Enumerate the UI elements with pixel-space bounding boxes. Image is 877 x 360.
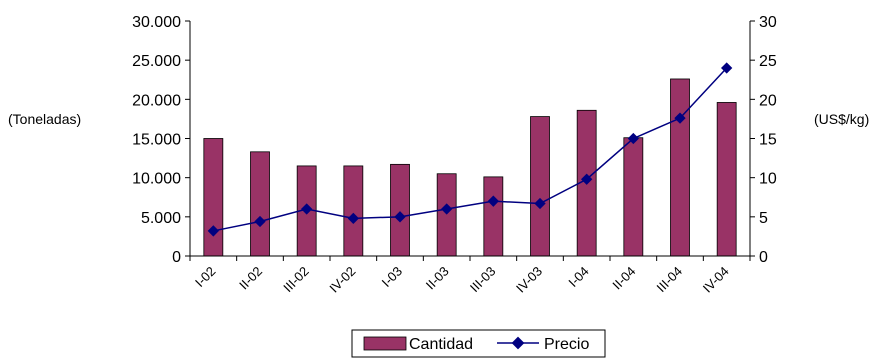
- x-tick-label: II-04: [609, 264, 638, 293]
- legend: Cantidad Precio: [351, 329, 606, 358]
- bar-II-03: [436, 173, 457, 257]
- price-marker-I-03: [394, 211, 406, 223]
- x-tick-label: II-03: [423, 264, 452, 293]
- x-tick-label: IV-03: [513, 264, 545, 296]
- price-marker-II-03: [441, 203, 453, 215]
- right-axis-title: (US$/kg): [814, 111, 869, 127]
- left-tick-label: 30.000: [132, 14, 181, 31]
- price-marker-III-03: [487, 195, 499, 207]
- legend-cantidad-swatch: [363, 336, 407, 351]
- right-tick-label: 10: [759, 171, 777, 188]
- price-marker-II-02: [254, 215, 266, 228]
- x-tick-label: I-03: [379, 264, 405, 290]
- bar-II-04: [623, 137, 644, 257]
- bar-I-03: [390, 163, 410, 257]
- x-tick-label: IV-02: [326, 264, 358, 296]
- legend-cantidad-label: Cantidad: [409, 336, 473, 353]
- right-tick-label: 5: [759, 210, 768, 227]
- right-tick-label: 30: [759, 14, 777, 31]
- price-marker-IV-03: [534, 197, 546, 210]
- x-tick-label: II-02: [236, 264, 265, 293]
- x-tick-label: III-03: [467, 264, 499, 296]
- right-tick-label: 15: [759, 132, 777, 149]
- price-marker-II-04: [627, 132, 639, 145]
- x-tick-label: III-02: [280, 264, 312, 296]
- x-tick-label: I-02: [192, 264, 218, 290]
- bar-III-03: [483, 176, 504, 257]
- right-tick-label: 20: [759, 92, 777, 109]
- right-tick-label: 0: [759, 249, 768, 266]
- right-tick-label: 25: [759, 53, 777, 70]
- legend-precio-label: Precio: [544, 336, 589, 353]
- price-marker-I-02: [207, 225, 219, 237]
- x-tick-label: I-04: [565, 264, 591, 290]
- price-marker-I-04: [581, 173, 593, 185]
- bar-I-02: [203, 138, 224, 257]
- left-tick-label: 0: [172, 249, 181, 266]
- price-marker-III-02: [301, 203, 313, 215]
- x-tick-label: IV-04: [700, 264, 732, 296]
- price-line-group: [207, 62, 733, 237]
- bar-IV-02: [343, 165, 364, 257]
- price-marker-IV-02: [347, 212, 359, 225]
- bar-IV-04: [716, 102, 737, 257]
- left-tick-label: 20.000: [132, 92, 181, 109]
- bars-group: [203, 78, 737, 257]
- price-line: [213, 67, 728, 232]
- left-tick-label: 5.000: [141, 210, 181, 227]
- bar-II-02: [250, 151, 270, 257]
- bar-III-04: [670, 78, 690, 257]
- left-axis-title: (Toneladas): [8, 111, 81, 127]
- left-tick-label: 25.000: [132, 53, 181, 70]
- x-tick-label: III-04: [654, 264, 686, 296]
- left-tick-label: 15.000: [132, 132, 181, 149]
- bar-IV-03: [530, 116, 550, 257]
- left-tick-label: 10.000: [132, 171, 181, 188]
